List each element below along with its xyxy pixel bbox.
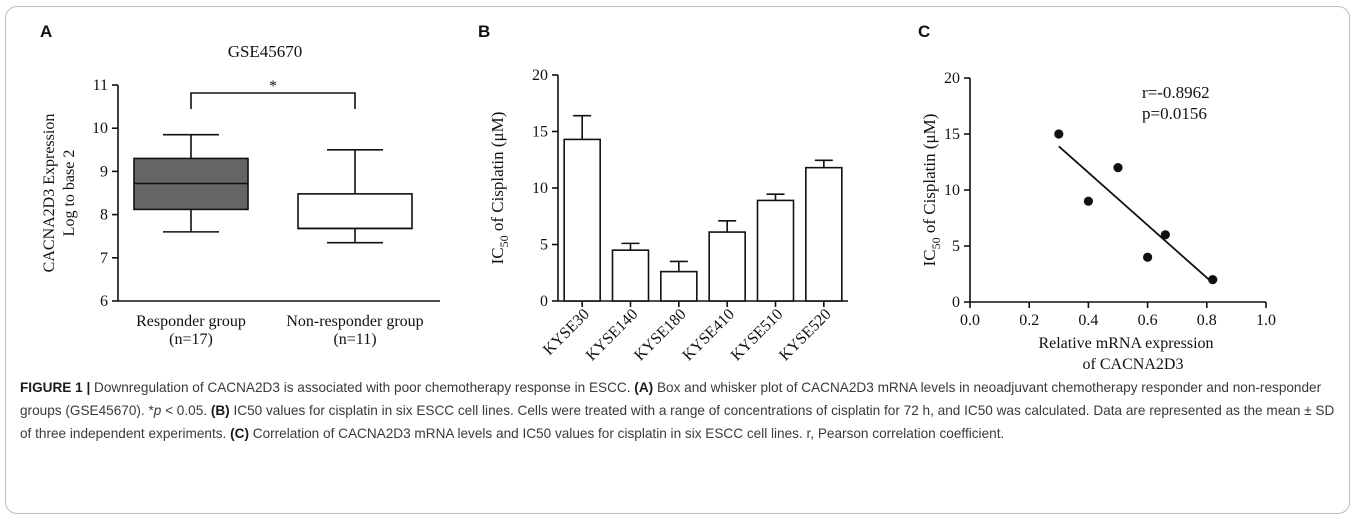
caption-b-label: (B) bbox=[210, 403, 230, 418]
caption-text-3: < 0.05. bbox=[161, 403, 211, 418]
figure-area: A B C GSE45670 6 7 8 9 10 11 CACNA2D3 Expression Lo… bbox=[40, 22, 1276, 373]
caption-c-label: (C) bbox=[230, 426, 249, 441]
panel-a-y-tick-label: 11 bbox=[93, 77, 108, 94]
panel-b-y-tick-label: 15 bbox=[532, 124, 548, 141]
panel-b-bar bbox=[805, 166, 843, 302]
caption-text-1: Downregulation of CACNA2D3 is associated… bbox=[90, 380, 635, 395]
panel-c-x-tick-label: 0.6 bbox=[1138, 312, 1158, 329]
caption-a-label: (A) bbox=[634, 380, 654, 395]
panel-letter-b: B bbox=[478, 22, 490, 41]
panel-b-category-label: KYSE520 bbox=[776, 306, 835, 365]
panel-b-bar bbox=[708, 231, 746, 302]
figure-svg: A B C GSE45670 6 7 8 9 10 11 CACNA2D3 Expression Lo… bbox=[40, 22, 1276, 373]
panel-a-y-tick-label: 10 bbox=[92, 120, 108, 137]
panel-c-x-tick-label: 0.4 bbox=[1078, 312, 1098, 329]
panel-c-regression-line bbox=[1058, 145, 1214, 284]
panel-c-annotation-r: r=-0.8962 bbox=[1142, 83, 1210, 102]
panel-c-y-tick-label: 15 bbox=[944, 126, 960, 143]
panel-a-title: GSE45670 bbox=[228, 42, 303, 61]
panel-c-y-tick-label: 10 bbox=[944, 182, 960, 199]
panel-b-bar bbox=[660, 270, 698, 302]
caption-p-italic: p bbox=[153, 403, 162, 418]
panel-c-data-point bbox=[1113, 163, 1123, 173]
panel-a-group-label: Non-responder group bbox=[286, 313, 423, 330]
panel-a-y-tick-label: 9 bbox=[100, 163, 108, 180]
panel-c-x-tick-label: 0.0 bbox=[960, 312, 980, 329]
panel-c-x-tick-label: 0.8 bbox=[1197, 312, 1217, 329]
panel-letter-c: C bbox=[918, 22, 930, 41]
panel-a-box bbox=[297, 193, 413, 230]
panel-b-bar bbox=[563, 138, 601, 302]
panel-c-data-point bbox=[1208, 275, 1218, 285]
panel-a-y-tick-label: 6 bbox=[100, 293, 108, 310]
panel-c-annotation-p: p=0.0156 bbox=[1142, 104, 1207, 123]
caption-text-2: Box and whisker plot of CACNA2D3 mRNA le… bbox=[20, 380, 1322, 418]
panel-a-y-label-1: CACNA2D3 Expression bbox=[41, 114, 58, 273]
panel-a-significance-bracket bbox=[190, 92, 356, 109]
panel-a-group-n: (n=11) bbox=[333, 331, 376, 348]
panel-b-y-tick-label: 10 bbox=[532, 180, 548, 197]
panel-b-y-tick-label: 5 bbox=[540, 237, 548, 254]
figure-frame bbox=[5, 6, 1350, 514]
panel-b-category-label: KYSE180 bbox=[631, 306, 690, 365]
panel-c-x-label-2: of CACNA2D3 bbox=[1083, 356, 1184, 373]
caption-figure-label: FIGURE 1 | bbox=[20, 380, 91, 395]
panel-b-y-tick-label: 0 bbox=[540, 293, 548, 310]
panel-b-category-label: KYSE510 bbox=[728, 306, 787, 365]
panel-b-bar bbox=[611, 249, 650, 302]
panel-c-x-label-1: Relative mRNA expression bbox=[1038, 335, 1213, 352]
panel-c-x-tick-label: 0.2 bbox=[1019, 312, 1039, 329]
panel-a-y-tick-label: 8 bbox=[100, 207, 108, 224]
panel-b-bar bbox=[756, 199, 795, 302]
panel-a-y-tick-label: 7 bbox=[100, 250, 108, 267]
panel-c-y-tick-label: 0 bbox=[952, 294, 960, 311]
panel-c-data-point bbox=[1143, 252, 1153, 262]
caption-text-4: IC50 values for cisplatin in six ESCC ce… bbox=[20, 403, 1335, 441]
panel-c-y-tick-label: 20 bbox=[944, 70, 960, 87]
panel-c-data-point bbox=[1083, 196, 1093, 206]
panel-letter-a: A bbox=[40, 22, 52, 41]
panel-c-data-point bbox=[1160, 230, 1170, 240]
panel-b-y-tick-label: 20 bbox=[532, 67, 548, 84]
panel-c-y-label: IC50 of Cisplatin (μM) bbox=[920, 114, 943, 267]
panel-b-category-label: KYSE140 bbox=[583, 306, 642, 365]
panel-a-group-label: Responder group bbox=[136, 313, 246, 330]
panel-a-significance-star: * bbox=[269, 78, 277, 95]
panel-c-y-tick-label: 5 bbox=[952, 238, 960, 255]
panel-c-data-point bbox=[1054, 129, 1064, 139]
panel-c-x-tick-label: 1.0 bbox=[1256, 312, 1276, 329]
panel-a-y-label-2: Log to base 2 bbox=[61, 150, 78, 237]
panel-a-group-n: (n=17) bbox=[169, 331, 213, 348]
panel-b-y-label: IC50 of Cisplatin (μM) bbox=[488, 112, 511, 265]
panel-b-category-label: KYSE410 bbox=[679, 306, 738, 365]
caption-text-5: Correlation of CACNA2D3 mRNA levels and … bbox=[248, 426, 1005, 441]
figure-caption: FIGURE 1 | Downregulation of CACNA2D3 is… bbox=[20, 376, 1340, 445]
